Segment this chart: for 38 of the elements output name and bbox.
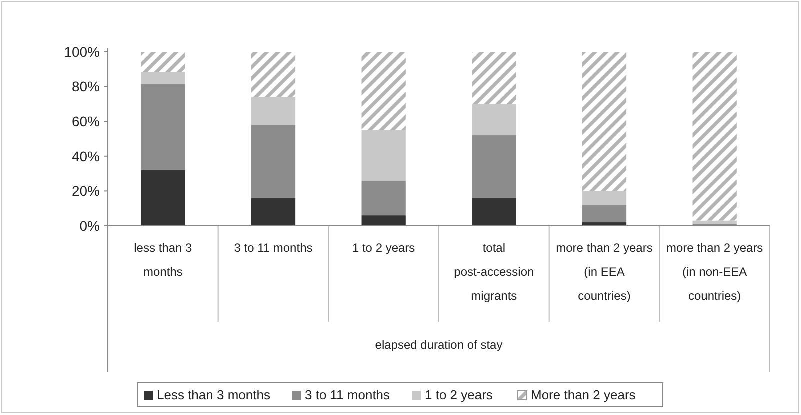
bar	[472, 52, 516, 104]
bar	[472, 136, 516, 198]
legend-label: Less than 3 months	[157, 388, 271, 403]
bar	[582, 205, 627, 223]
y-tick-label: 0%	[80, 218, 100, 234]
bar	[362, 52, 406, 130]
x-tick-label: more than 2 years (in non-EEA countries)	[666, 241, 764, 303]
y-tick-label: 80%	[72, 78, 100, 95]
bar	[362, 180, 406, 216]
bar	[692, 220, 737, 224]
y-tick-label: 40%	[72, 148, 100, 164]
y-tick-label: 100%	[64, 44, 100, 60]
legend-label: More than 2 years	[531, 388, 636, 403]
x-tick-label: more than 2 years (in EEA countries)	[556, 241, 653, 303]
y-tick-label: 20%	[72, 183, 100, 200]
bar	[141, 52, 186, 72]
bar	[692, 52, 737, 221]
bar	[582, 191, 627, 206]
x-tick-label: total post-accession migrants	[454, 241, 534, 303]
bar	[362, 216, 406, 226]
legend-label: 3 to 11 months	[305, 388, 391, 403]
bar	[141, 84, 186, 170]
legend-label: 1 to 2 years	[425, 388, 494, 403]
bar	[251, 97, 296, 126]
y-tick-label: 60%	[72, 114, 100, 130]
bar	[141, 72, 186, 84]
bar	[251, 198, 296, 226]
bar	[141, 170, 186, 226]
x-tick-label: less than 3 months	[134, 241, 193, 279]
bar	[472, 104, 516, 136]
bar	[582, 52, 627, 192]
x-axis-title: elapsed duration of stay	[375, 338, 503, 352]
x-tick-label: 3 to 11 months	[234, 241, 313, 255]
bar	[362, 130, 406, 181]
bar	[251, 52, 296, 98]
x-tick-label: 1 to 2 years	[352, 241, 416, 255]
bar	[251, 125, 296, 198]
bar	[472, 198, 516, 226]
